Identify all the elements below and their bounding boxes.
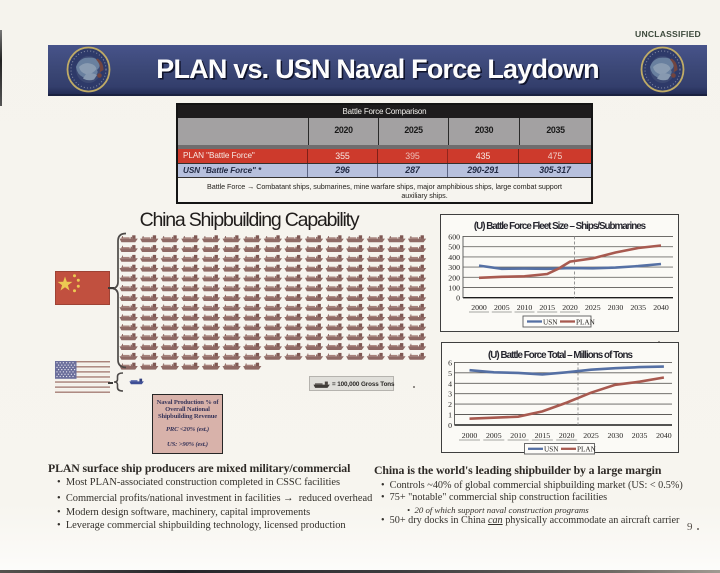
svg-text:USN: USN xyxy=(543,318,558,326)
svg-text:PLAN: PLAN xyxy=(577,446,596,454)
svg-text:6: 6 xyxy=(448,358,452,367)
svg-text:0: 0 xyxy=(448,421,452,430)
svg-text:4: 4 xyxy=(448,379,452,388)
svg-text:2035: 2035 xyxy=(632,431,648,440)
svg-text:1: 1 xyxy=(448,411,452,420)
svg-text:2025: 2025 xyxy=(585,303,601,312)
svg-text:500: 500 xyxy=(448,243,460,252)
svg-text:2035: 2035 xyxy=(630,303,646,312)
svg-text:200: 200 xyxy=(448,273,460,282)
svg-text:600: 600 xyxy=(448,233,460,242)
svg-text:2005: 2005 xyxy=(486,431,502,440)
svg-text:2020: 2020 xyxy=(559,431,575,440)
svg-text:400: 400 xyxy=(448,253,460,262)
svg-text:3: 3 xyxy=(448,390,452,399)
svg-text:100: 100 xyxy=(448,284,460,293)
svg-text:5: 5 xyxy=(448,369,452,378)
svg-text:2: 2 xyxy=(448,400,452,409)
svg-text:2030: 2030 xyxy=(608,303,624,312)
svg-text:2020: 2020 xyxy=(562,303,578,312)
svg-text:2005: 2005 xyxy=(494,303,510,312)
svg-text:USN: USN xyxy=(544,446,559,454)
svg-text:2000: 2000 xyxy=(462,431,478,440)
svg-text:PLAN: PLAN xyxy=(576,318,596,326)
svg-text:2015: 2015 xyxy=(539,303,555,312)
svg-text:2040: 2040 xyxy=(656,431,672,440)
svg-text:0: 0 xyxy=(456,294,460,303)
svg-text:2030: 2030 xyxy=(608,431,624,440)
svg-text:300: 300 xyxy=(448,263,460,272)
svg-text:2025: 2025 xyxy=(583,431,599,440)
svg-text:2015: 2015 xyxy=(535,431,551,440)
svg-text:2010: 2010 xyxy=(517,303,533,312)
svg-text:2040: 2040 xyxy=(653,303,669,312)
svg-text:2010: 2010 xyxy=(510,431,526,440)
svg-text:2000: 2000 xyxy=(471,303,487,312)
